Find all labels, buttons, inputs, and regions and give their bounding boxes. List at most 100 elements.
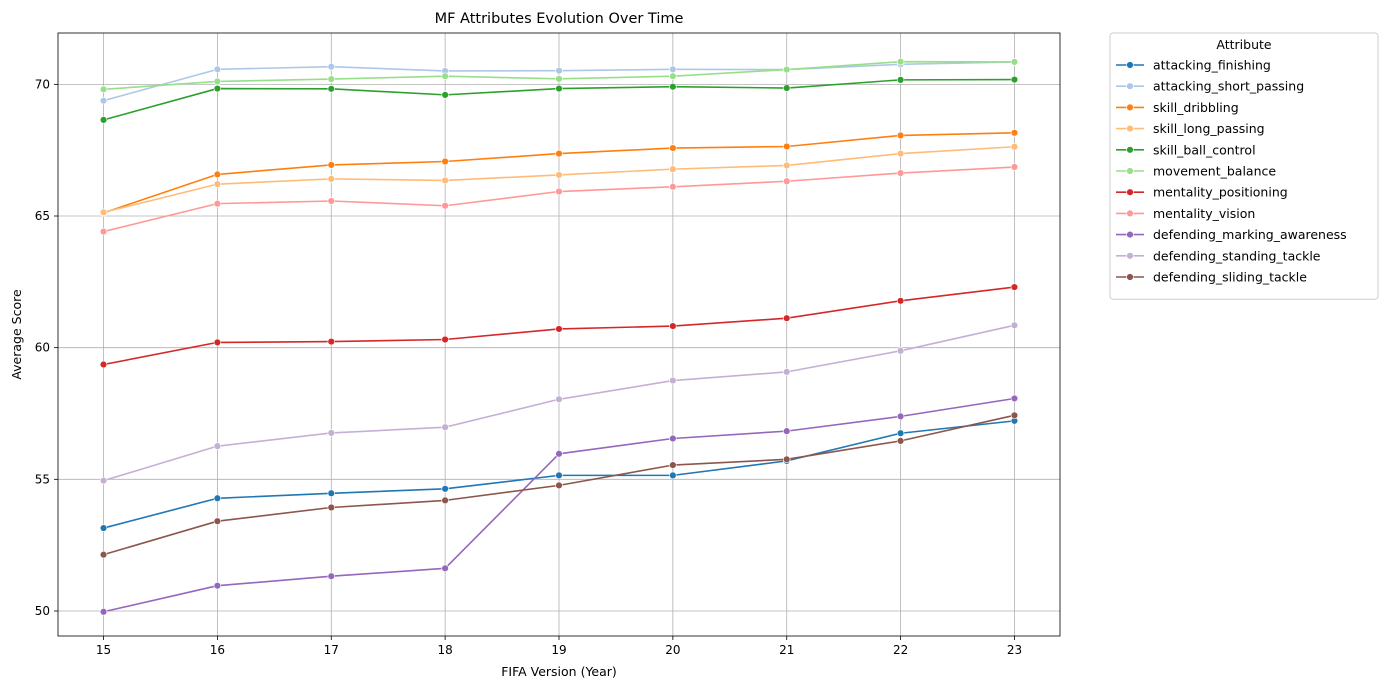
data-point — [213, 582, 222, 590]
data-point — [441, 335, 449, 344]
data-point — [441, 176, 449, 185]
x-tick-label: 17 — [324, 643, 339, 657]
legend-label: movement_balance — [1153, 164, 1276, 179]
data-point — [669, 461, 677, 469]
data-point — [896, 412, 905, 421]
data-point — [896, 149, 905, 158]
legend-label: attacking_finishing — [1153, 58, 1271, 73]
series-skill-ball-control — [99, 75, 1019, 124]
series-defending-sliding-tackle — [99, 411, 1019, 559]
data-point — [783, 142, 791, 151]
data-point — [896, 297, 905, 305]
data-point — [896, 131, 905, 140]
legend-marker — [1126, 252, 1134, 260]
data-point — [555, 471, 563, 480]
x-tick-label: 16 — [210, 643, 225, 657]
series-defending-marking-awareness — [99, 394, 1019, 616]
data-point — [555, 75, 563, 83]
legend-marker — [1126, 167, 1134, 175]
data-point — [99, 208, 108, 217]
data-point — [213, 65, 222, 74]
data-point — [99, 227, 108, 236]
series-defending-standing-tackle — [99, 321, 1019, 485]
x-tick-label: 21 — [779, 643, 794, 657]
y-tick-label: 55 — [35, 472, 50, 486]
data-point — [1010, 321, 1019, 329]
data-point — [896, 437, 905, 445]
data-point — [783, 314, 791, 322]
data-point — [555, 187, 563, 196]
data-point — [213, 77, 222, 86]
legend-label: attacking_short_passing — [1153, 79, 1304, 94]
data-point — [669, 65, 677, 74]
data-point — [1010, 283, 1019, 291]
data-point — [441, 91, 449, 99]
data-point — [669, 434, 677, 443]
data-point — [99, 550, 108, 559]
series-movement-balance — [99, 58, 1019, 94]
data-point — [327, 197, 335, 205]
data-point — [327, 63, 335, 71]
legend-marker — [1126, 209, 1134, 218]
legend-item: attacking_finishing — [1116, 58, 1271, 73]
data-point — [783, 368, 791, 376]
legend-marker — [1126, 124, 1134, 133]
legend-label: skill_dribbling — [1153, 100, 1239, 115]
data-point — [783, 455, 791, 464]
data-point — [783, 177, 791, 185]
legend-marker — [1126, 82, 1134, 90]
data-point — [555, 84, 563, 93]
data-point — [555, 450, 563, 458]
x-tick-label: 19 — [551, 643, 566, 657]
legend-box — [1109, 32, 1379, 300]
data-point — [213, 338, 222, 347]
x-axis-label: FIFA Version (Year) — [501, 664, 617, 679]
data-point — [1010, 411, 1019, 420]
legend-item: attacking_short_passing — [1116, 79, 1304, 94]
data-point — [783, 65, 791, 74]
data-point — [213, 199, 222, 208]
y-tick-label: 70 — [35, 77, 50, 91]
series-attacking-finishing — [99, 417, 1019, 532]
data-point — [1010, 58, 1019, 66]
legend-item: defending_marking_awareness — [1116, 227, 1347, 242]
data-point — [327, 489, 335, 497]
x-tick-label: 22 — [893, 643, 908, 657]
data-point — [669, 165, 677, 173]
data-point — [327, 161, 335, 169]
y-tick-label: 65 — [35, 209, 50, 223]
data-point — [213, 180, 222, 188]
x-tick-label: 23 — [1007, 643, 1022, 657]
data-point — [99, 360, 108, 369]
data-point — [896, 58, 905, 66]
data-point — [1010, 394, 1019, 403]
data-point — [669, 83, 677, 91]
legend-item: defending_sliding_tackle — [1116, 270, 1307, 285]
legend-item: mentality_vision — [1116, 206, 1255, 221]
data-point — [1010, 129, 1019, 137]
data-point — [213, 170, 222, 179]
legend-label: mentality_positioning — [1153, 185, 1288, 200]
data-point — [783, 427, 791, 435]
legend-title: Attribute — [1216, 37, 1272, 52]
legend-label: defending_standing_tackle — [1153, 248, 1321, 263]
legend-label: defending_marking_awareness — [1153, 227, 1347, 242]
y-tick-label: 50 — [35, 604, 50, 618]
data-point — [441, 157, 449, 166]
tick-layer: 15 16 17 18 19 20 21 22 23 50 55 60 65 70 — [35, 77, 1022, 657]
legend-label: skill_ball_control — [1153, 142, 1256, 157]
grid-layer — [58, 33, 1060, 636]
series-layer — [99, 58, 1019, 616]
data-point — [99, 608, 108, 616]
data-point — [1010, 163, 1019, 171]
data-point — [441, 423, 449, 431]
data-point — [213, 442, 222, 450]
x-tick-label: 15 — [96, 643, 111, 657]
data-point — [555, 66, 563, 75]
data-point — [896, 76, 905, 84]
data-point — [327, 175, 335, 183]
data-point — [99, 476, 108, 485]
legend-marker — [1126, 103, 1134, 112]
data-point — [555, 171, 563, 179]
